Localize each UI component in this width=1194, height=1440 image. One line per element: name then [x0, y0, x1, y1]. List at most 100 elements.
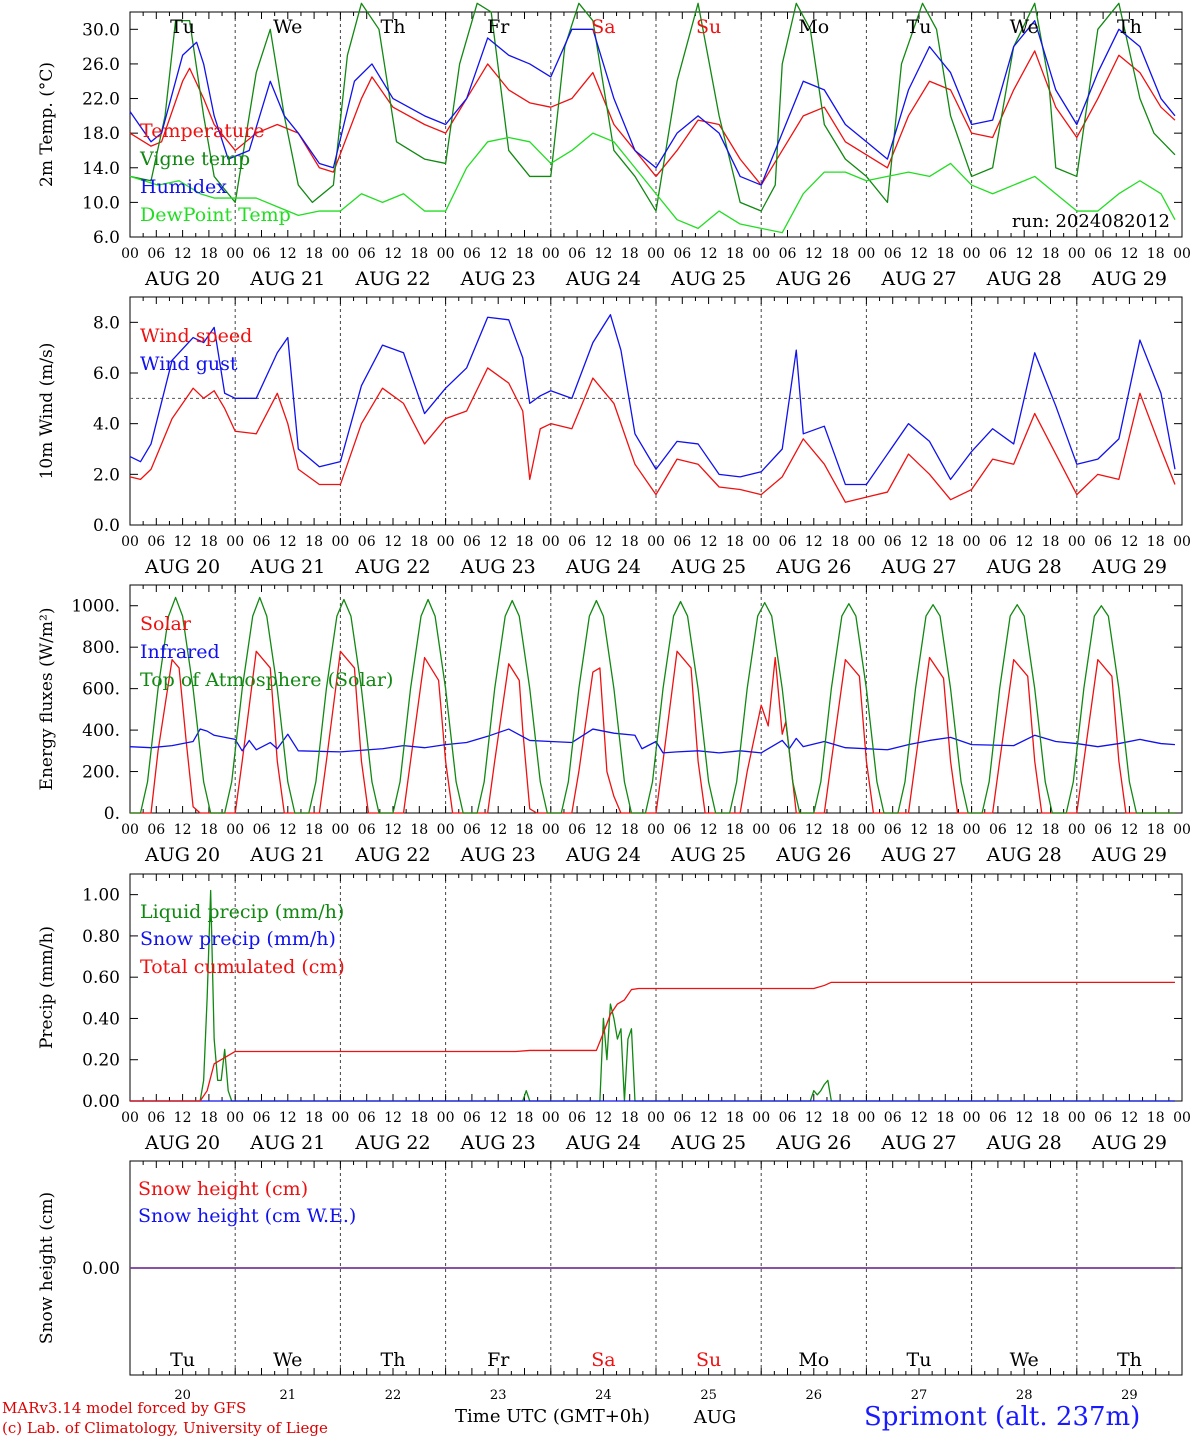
hour-label: 00: [647, 822, 665, 838]
hour-label: 00: [752, 534, 770, 550]
hour-label: 06: [253, 246, 271, 262]
hour-label: 00: [1068, 246, 1086, 262]
hour-label: 12: [384, 246, 402, 262]
hour-label: 06: [253, 1110, 271, 1126]
y-axis-label: 2m Temp. (°C): [37, 62, 57, 187]
weekday-label: Tu: [907, 16, 932, 38]
y-axis-label: Precip (mm/h): [37, 926, 57, 1049]
date-label: 20: [174, 1388, 191, 1403]
day-label: AUG 25: [670, 268, 746, 290]
hour-label: 00: [331, 534, 349, 550]
lab-credit: (c) Lab. of Climatology, University of L…: [2, 1419, 328, 1437]
hour-label: 12: [384, 822, 402, 838]
hour-label: 12: [489, 534, 507, 550]
date-label: 23: [490, 1388, 507, 1403]
hour-label: 00: [857, 246, 875, 262]
day-label: AUG 29: [1091, 1132, 1167, 1154]
date-label: 22: [385, 1388, 402, 1403]
hour-label: 18: [305, 534, 323, 550]
hour-label: 06: [1094, 1110, 1112, 1126]
hour-label: 06: [568, 1110, 586, 1126]
hour-label: 00: [647, 534, 665, 550]
y-axis-label: Snow height (cm): [37, 1192, 57, 1344]
hour-label: 06: [989, 534, 1007, 550]
hour-label: 12: [805, 246, 823, 262]
hour-label: 00: [857, 1110, 875, 1126]
run-label: run: 2024082012: [1012, 211, 1170, 232]
date-label: 27: [911, 1388, 928, 1403]
day-label: AUG 20: [144, 556, 220, 578]
hour-label: 00: [226, 1110, 244, 1126]
hour-label: 00: [857, 534, 875, 550]
hour-label: 00: [542, 822, 560, 838]
hour-label: 06: [1094, 246, 1112, 262]
day-label: AUG 28: [986, 1132, 1062, 1154]
legend-entry: Total cumulated (cm): [140, 956, 345, 978]
day-label: AUG 26: [775, 268, 851, 290]
hour-label: 12: [174, 822, 192, 838]
hour-label: 06: [673, 822, 691, 838]
date-label: 25: [700, 1388, 717, 1403]
series-line-humidex: [129, 20, 1176, 186]
hour-label: 12: [1120, 534, 1138, 550]
hour-label: 12: [594, 534, 612, 550]
weekday-label: Th: [1117, 16, 1142, 38]
y-tick-label: 18.0: [82, 124, 120, 144]
hour-label: 12: [1015, 822, 1033, 838]
day-label: AUG 28: [986, 268, 1062, 290]
weekday-label: Mo: [798, 1349, 829, 1371]
weekday-label: Mo: [798, 16, 829, 38]
hour-label: 18: [936, 822, 954, 838]
hour-label: 12: [489, 246, 507, 262]
hour-label: 18: [516, 822, 534, 838]
weekday-label: Sa: [591, 16, 615, 38]
x-axis-title: Time UTC (GMT+0h): [455, 1406, 650, 1427]
hour-label: 18: [200, 822, 218, 838]
hour-label: 00: [647, 1110, 665, 1126]
day-label: AUG 23: [460, 1132, 536, 1154]
hour-label: 00: [1068, 822, 1086, 838]
y-tick-label: 1.00: [82, 886, 120, 906]
y-tick-label: 1000.: [71, 597, 120, 617]
hour-label: 06: [673, 1110, 691, 1126]
y-axis-label: 10m Wind (m/s): [37, 343, 57, 480]
date-label: 29: [1121, 1388, 1138, 1403]
date-label: 21: [280, 1388, 297, 1403]
hour-label: 00: [857, 822, 875, 838]
hour-label: 06: [463, 1110, 481, 1126]
y-tick-label: 22.0: [82, 90, 120, 110]
day-label: AUG 25: [670, 844, 746, 866]
hour-label: 00: [1173, 1110, 1191, 1126]
weekday-label: We: [273, 1349, 302, 1371]
hour-label: 00: [121, 246, 139, 262]
series-line-wind-gust: [129, 314, 1176, 486]
y-tick-label: 800.: [82, 638, 120, 658]
y-tick-label: 400.: [82, 721, 120, 741]
y-tick-label: 600.: [82, 680, 120, 700]
y-tick-label: 0.00: [82, 1259, 120, 1279]
model-credit: MARv3.14 model forced by GFS: [2, 1399, 247, 1417]
y-tick-label: 2.0: [93, 465, 120, 485]
hour-label: 18: [726, 534, 744, 550]
hour-label: 12: [910, 822, 928, 838]
hour-label: 18: [200, 246, 218, 262]
hour-label: 18: [726, 822, 744, 838]
hour-label: 12: [279, 534, 297, 550]
hour-label: 00: [752, 246, 770, 262]
hour-label: 06: [253, 534, 271, 550]
hour-label: 18: [200, 534, 218, 550]
hour-label: 18: [410, 822, 428, 838]
weekday-label: We: [1010, 1349, 1039, 1371]
hour-label: 06: [989, 1110, 1007, 1126]
hour-label: 00: [226, 246, 244, 262]
hour-label: 06: [463, 534, 481, 550]
day-label: AUG 24: [565, 268, 641, 290]
hour-label: 12: [700, 246, 718, 262]
hour-label: 06: [358, 1110, 376, 1126]
legend-entry: Wind speed: [140, 325, 252, 347]
hour-label: 00: [963, 534, 981, 550]
hour-label: 12: [384, 534, 402, 550]
day-label: AUG 25: [670, 1132, 746, 1154]
hour-label: 12: [1015, 1110, 1033, 1126]
hour-label: 12: [174, 246, 192, 262]
